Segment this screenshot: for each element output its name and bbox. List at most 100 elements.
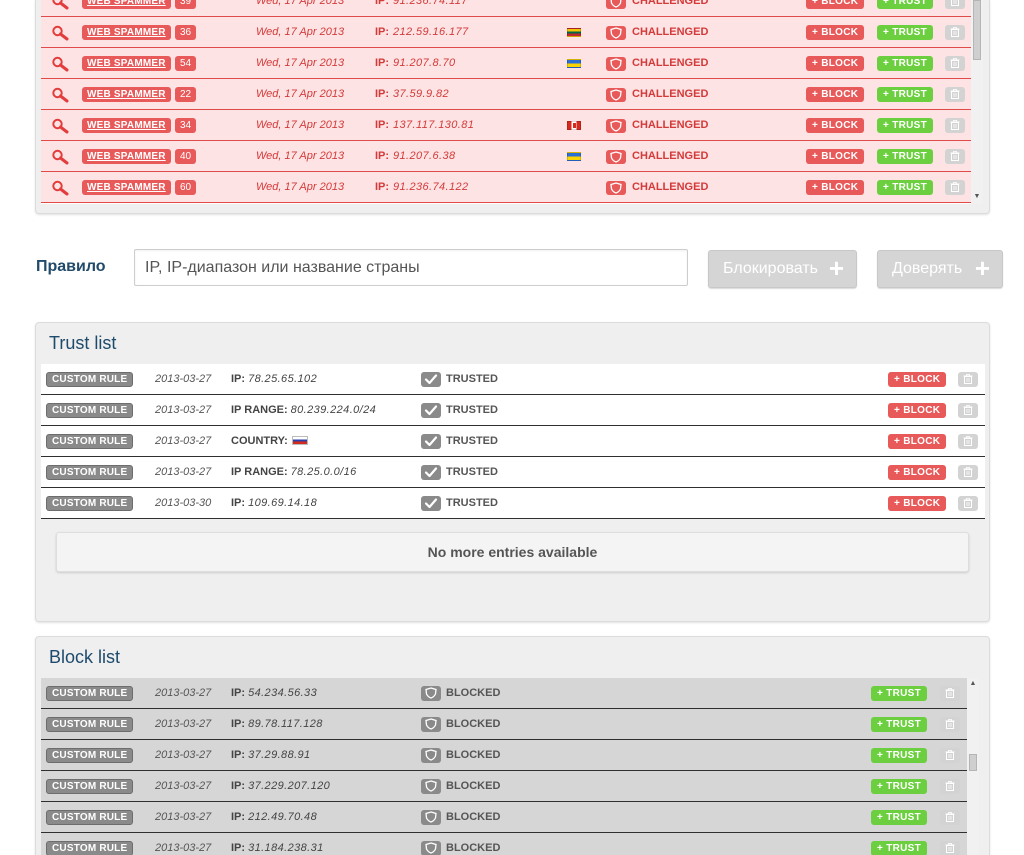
trust-button[interactable]: + TRUST: [877, 180, 934, 195]
delete-button[interactable]: [958, 465, 978, 480]
rule-status: BLOCKED: [446, 749, 501, 761]
trust-button[interactable]: + TRUST: [871, 717, 928, 732]
delete-button[interactable]: [958, 372, 978, 387]
shield-icon: [606, 181, 626, 195]
threat-type-badge[interactable]: WEB SPAMMER: [82, 118, 171, 133]
checkmark-icon: [421, 465, 441, 480]
trash-icon: [940, 843, 960, 853]
rule-date: 2013-03-27: [155, 466, 212, 478]
delete-button[interactable]: [945, 180, 965, 195]
trust-button[interactable]: + TRUST: [871, 748, 928, 763]
threat-type-badge[interactable]: WEB SPAMMER: [82, 180, 171, 195]
trust-button[interactable]: + TRUST: [877, 56, 934, 71]
magnifier-icon[interactable]: [51, 118, 69, 134]
no-more-entries-button[interactable]: No more entries available: [56, 532, 969, 572]
trust-list-panel: Trust list CUSTOM RULE 2013-03-27 IP: 78.25…: [35, 322, 990, 622]
delete-button[interactable]: [940, 841, 960, 855]
rule-value: 109.69.14.18: [248, 497, 318, 509]
delete-button[interactable]: [945, 0, 965, 9]
delete-button[interactable]: [958, 434, 978, 449]
block-button[interactable]: + BLOCK: [888, 403, 947, 418]
custom-rule-badge: CUSTOM RULE: [46, 779, 134, 794]
magnifier-icon[interactable]: [51, 149, 69, 165]
threat-type-badge[interactable]: WEB SPAMMER: [82, 0, 171, 9]
threat-row: WEB SPAMMER 39 Wed, 17 Apr 2013 IP: 91.236.7…: [41, 0, 971, 17]
magnifier-icon[interactable]: [51, 25, 69, 41]
rule-key-label: IP:: [231, 811, 246, 823]
trash-icon: [945, 58, 965, 68]
block-button[interactable]: + BLOCK: [888, 496, 947, 511]
block-list-scrollbar-thumb[interactable]: [969, 754, 977, 771]
threat-type-badge[interactable]: WEB SPAMMER: [82, 25, 171, 40]
block-button[interactable]: + BLOCK: [888, 434, 947, 449]
plus-icon: +: [974, 253, 990, 283]
delete-button[interactable]: [940, 717, 960, 732]
threat-date: Wed, 17 Apr 2013: [256, 57, 345, 69]
trash-icon: [940, 812, 960, 822]
custom-rule-badge: CUSTOM RULE: [46, 717, 134, 732]
threat-type-badge[interactable]: WEB SPAMMER: [82, 149, 171, 164]
trust-button[interactable]: + TRUST: [877, 118, 934, 133]
trust-button[interactable]: + TRUST: [871, 810, 928, 825]
delete-button[interactable]: [945, 56, 965, 71]
ip-label: IP:: [375, 119, 390, 131]
block-button[interactable]: + BLOCK: [888, 372, 947, 387]
trust-button[interactable]: + TRUST: [871, 779, 928, 794]
trust-rule-button[interactable]: Доверять +: [877, 250, 1003, 288]
checkmark-icon: [421, 403, 441, 418]
delete-button[interactable]: [958, 403, 978, 418]
block-button[interactable]: + BLOCK: [806, 25, 865, 40]
threat-date: Wed, 17 Apr 2013: [256, 0, 345, 7]
block-button[interactable]: + BLOCK: [888, 465, 947, 480]
trust-button[interactable]: + TRUST: [877, 25, 934, 40]
threat-type-badge[interactable]: WEB SPAMMER: [82, 56, 171, 71]
ip-label: IP:: [375, 0, 390, 7]
block-button[interactable]: + BLOCK: [806, 149, 865, 164]
block-list-scrollbar[interactable]: ▲: [967, 678, 979, 855]
trust-button[interactable]: + TRUST: [877, 87, 934, 102]
rule-value: 212.49.70.48: [248, 811, 318, 823]
delete-button[interactable]: [940, 779, 960, 794]
delete-button[interactable]: [940, 748, 960, 763]
rule-key: COUNTRY:: [231, 435, 308, 447]
rule-key-label: IP:: [231, 497, 246, 509]
rule-key: IP: 109.69.14.18: [231, 497, 317, 509]
checkmark-icon: [421, 434, 441, 449]
shield-icon: [421, 748, 441, 763]
block-button[interactable]: + BLOCK: [806, 56, 865, 71]
threat-type-badge[interactable]: WEB SPAMMER: [82, 87, 171, 102]
rule-date: 2013-03-27: [155, 811, 212, 823]
shield-icon: [606, 57, 626, 71]
block-rule-button[interactable]: Блокировать +: [708, 250, 857, 288]
trust-button[interactable]: + TRUST: [871, 841, 928, 855]
threats-scrollbar-thumb[interactable]: [973, 0, 981, 60]
shield-icon: [421, 779, 441, 794]
rule-input[interactable]: [134, 249, 688, 286]
delete-button[interactable]: [940, 810, 960, 825]
rule-date: 2013-03-30: [155, 497, 212, 509]
delete-button[interactable]: [958, 496, 978, 511]
magnifier-icon[interactable]: [51, 56, 69, 72]
magnifier-icon[interactable]: [51, 87, 69, 103]
delete-button[interactable]: [940, 686, 960, 701]
block-button[interactable]: + BLOCK: [806, 180, 865, 195]
scroll-up-arrow-icon[interactable]: ▲: [969, 680, 977, 687]
threats-scrollbar[interactable]: ▼: [971, 0, 983, 204]
rule-key-label: IP RANGE:: [231, 466, 288, 478]
block-button[interactable]: + BLOCK: [806, 87, 865, 102]
delete-button[interactable]: [945, 149, 965, 164]
rule-status: TRUSTED: [446, 466, 498, 478]
block-button[interactable]: + BLOCK: [806, 118, 865, 133]
trust-button[interactable]: + TRUST: [877, 0, 934, 9]
trust-button[interactable]: + TRUST: [877, 149, 934, 164]
delete-button[interactable]: [945, 118, 965, 133]
ip-address: 91.236.74.122: [393, 181, 469, 193]
ip-label: IP:: [375, 26, 390, 38]
magnifier-icon[interactable]: [51, 0, 69, 10]
delete-button[interactable]: [945, 87, 965, 102]
block-button[interactable]: + BLOCK: [806, 0, 865, 9]
scroll-down-arrow-icon[interactable]: ▼: [973, 193, 981, 200]
magnifier-icon[interactable]: [51, 180, 69, 196]
delete-button[interactable]: [945, 25, 965, 40]
trust-button[interactable]: + TRUST: [871, 686, 928, 701]
